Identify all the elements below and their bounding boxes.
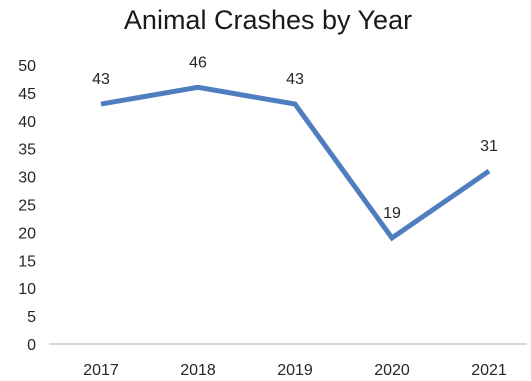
x-tick-label: 2020	[374, 362, 410, 379]
y-tick-label: 25	[18, 198, 36, 215]
data-labels: 43 46 43 19 31	[92, 54, 498, 222]
y-tick-label: 5	[27, 309, 36, 326]
y-tick-label: 45	[18, 86, 36, 103]
y-tick-label: 10	[18, 281, 36, 298]
y-tick-label: 15	[18, 253, 36, 270]
chart-title: Animal Crashes by Year	[124, 5, 412, 35]
data-label: 46	[189, 54, 207, 71]
x-tick-label: 2018	[180, 362, 216, 379]
y-tick-label: 40	[18, 114, 36, 131]
y-tick-label: 30	[18, 170, 36, 187]
y-tick-label: 50	[18, 58, 36, 75]
x-tick-label: 2017	[83, 362, 119, 379]
x-tick-label: 2021	[471, 362, 507, 379]
data-label: 19	[383, 205, 401, 222]
x-axis-tick-labels: 2017 2018 2019 2020 2021	[83, 362, 507, 379]
data-label: 43	[286, 71, 304, 88]
y-tick-label: 35	[18, 142, 36, 159]
y-axis-tick-labels: 0 5 10 15 20 25 30 35 40 45 50	[18, 58, 36, 354]
y-tick-label: 20	[18, 225, 36, 242]
data-label: 43	[92, 71, 110, 88]
x-tick-label: 2019	[277, 362, 313, 379]
data-label: 31	[480, 138, 498, 155]
series-line	[100, 84, 491, 242]
y-tick-label: 0	[27, 337, 36, 354]
